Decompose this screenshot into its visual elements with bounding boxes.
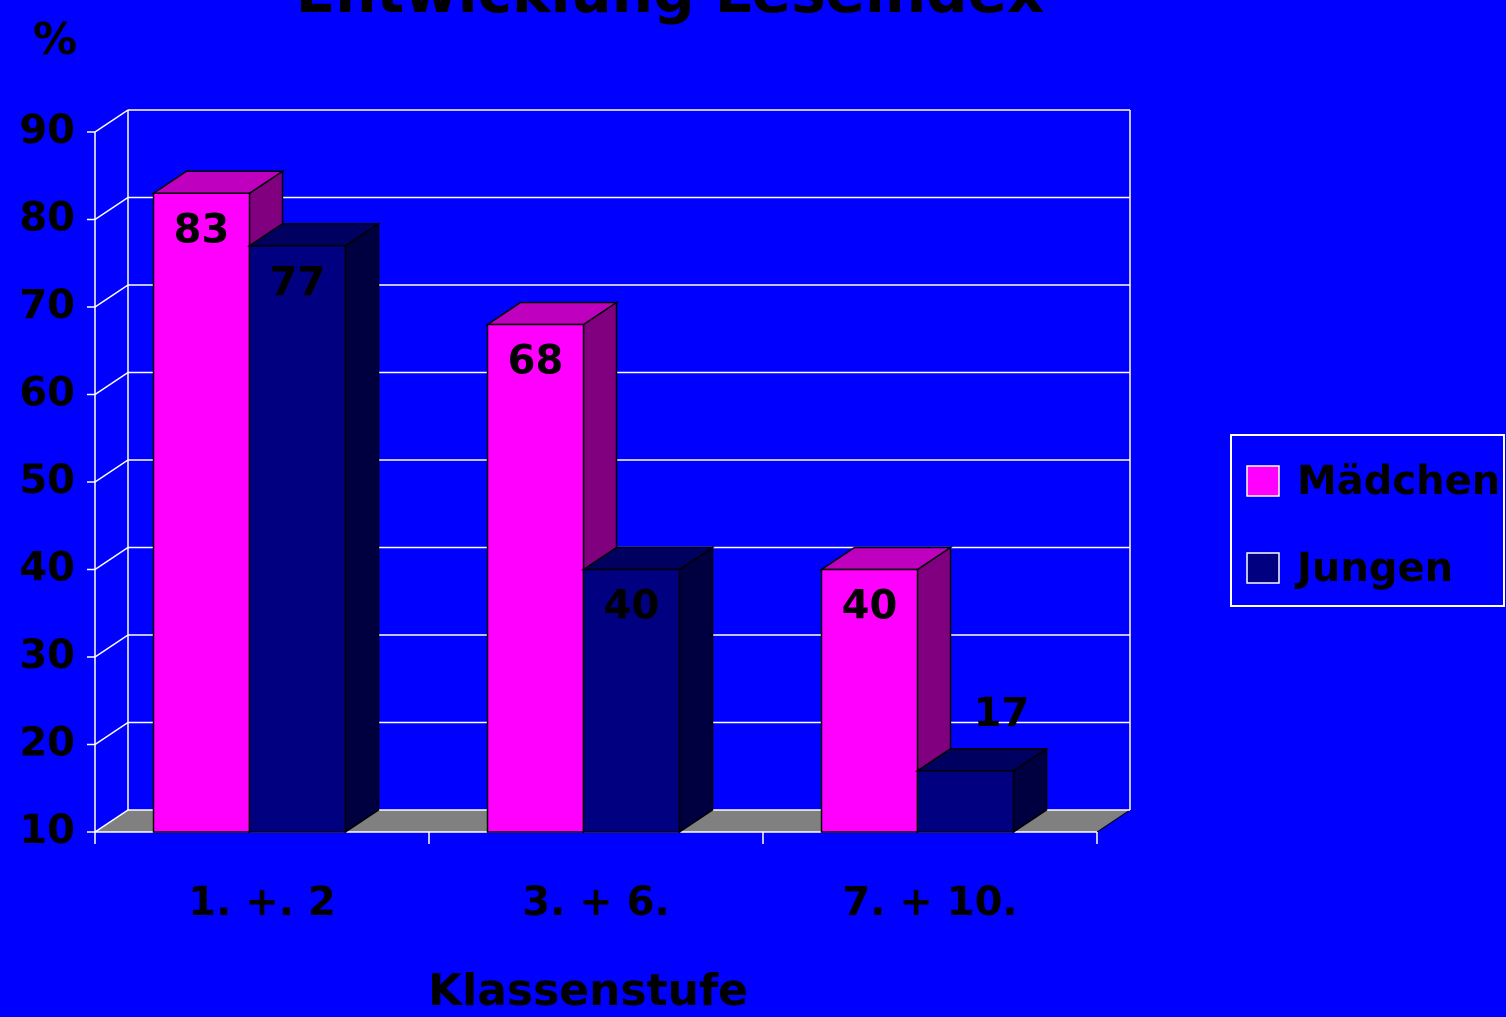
bar: [486, 323, 585, 833]
bar: [152, 192, 251, 833]
y-tick-label: 10: [19, 807, 75, 853]
y-tick-label: 70: [19, 282, 75, 328]
grid-line-side: [94, 371, 129, 396]
y-tick-label: 20: [19, 720, 75, 766]
y-tick-label: 50: [19, 457, 75, 503]
legend-swatch: [1246, 552, 1280, 584]
grid-line-side: [94, 284, 129, 308]
data-label: 40: [842, 583, 898, 629]
y-tick-label: 90: [19, 107, 75, 153]
legend-label: Jungen: [1294, 545, 1453, 591]
x-tick-label: 7. + 10.: [842, 879, 1017, 925]
x-tick-label: 3. + 6.: [522, 879, 669, 925]
grid-line-side: [94, 546, 129, 571]
bar: [820, 568, 919, 833]
grid-line-side: [94, 196, 129, 221]
y-axis-label: %: [33, 14, 77, 65]
x-axis-label: Klassenstufe: [428, 965, 748, 1016]
y-tick-label: 60: [19, 370, 75, 416]
grid-line-side: [94, 634, 129, 658]
y-tick-label: 30: [19, 632, 75, 678]
y-tick-label: 80: [19, 195, 75, 241]
grid-line-side: [94, 459, 129, 483]
bar: [916, 770, 1015, 833]
x-tick-label: 1. +. 2: [188, 879, 335, 925]
grid-line-side: [94, 721, 129, 746]
y-tick-label: 40: [19, 545, 75, 591]
data-label: 68: [508, 338, 564, 384]
data-label: 83: [174, 206, 230, 252]
bar-side: [678, 546, 714, 834]
grid-line-side: [94, 109, 129, 133]
bar: [582, 568, 681, 833]
chart-title: Entwicklung Leseindex: [296, 0, 1045, 26]
data-label: 17: [974, 690, 1030, 736]
legend-label: Mädchen: [1297, 458, 1500, 504]
grid-line-side: [94, 809, 129, 833]
data-label: 40: [604, 583, 660, 629]
bar-side: [344, 222, 380, 834]
legend-box: [1230, 434, 1505, 607]
bar: [248, 245, 347, 833]
data-label: 77: [270, 259, 326, 305]
legend-swatch: [1246, 465, 1280, 497]
